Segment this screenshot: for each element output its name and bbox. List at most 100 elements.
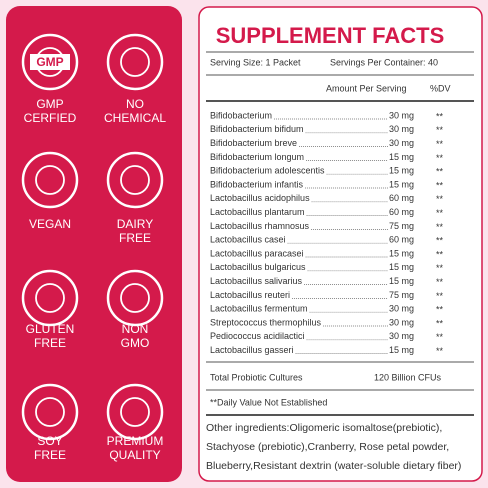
ingredient-dv: ** [436, 332, 444, 342]
other-ingredients: Other ingredients:Oligomeric isomaltose(… [206, 422, 442, 434]
ingredient-name: Lactobacillus paracasei [210, 248, 304, 258]
ingredient-amount: 15 mg [389, 152, 414, 162]
ingredient-name: Bifidobacterium adolescentis [210, 166, 325, 176]
serving-size: Serving Size: 1 Packet [210, 57, 301, 67]
ingredient-name: Streptococcus thermophilus [210, 317, 322, 327]
ingredient-name: Lactobacillus bulgaricus [210, 262, 306, 272]
ingredient-amount: 15 mg [389, 262, 414, 272]
ingredient-dv: ** [436, 125, 444, 135]
badge-icon-inner [120, 165, 150, 195]
ingredient-name: Lactobacillus fermentum [210, 304, 308, 314]
ingredient-amount: 15 mg [389, 276, 414, 286]
ingredient-name: Lactobacillus rhamnosus [210, 221, 310, 231]
badge-label: FREE [119, 231, 151, 245]
total-value: 120 Billion CFUs [374, 372, 442, 382]
ingredient-amount: 30 mg [389, 110, 414, 120]
badge-icon-inner [35, 397, 65, 427]
ingredient-dv: ** [436, 318, 444, 328]
ingredient-amount: 30 mg [389, 124, 414, 134]
ingredient-dv: ** [436, 167, 444, 177]
badge-icon-inner [120, 47, 150, 77]
badge-label: GMO [121, 336, 150, 350]
ingredient-amount: 60 mg [389, 235, 414, 245]
ingredient-amount: 75 mg [389, 221, 414, 231]
other-ingredients: Stachyose (prebiotic),Cranberry, Rose pe… [206, 441, 449, 453]
badge-icon [106, 383, 164, 441]
ingredient-amount: 75 mg [389, 290, 414, 300]
ingredient-amount: 60 mg [389, 193, 414, 203]
badge-label: NON [122, 322, 149, 336]
ingredient-dv: ** [436, 277, 444, 287]
badge-icon [106, 151, 164, 209]
badge-icon-inner [35, 283, 65, 313]
ingredient-dv: ** [436, 263, 444, 273]
badge-icon-inner [120, 397, 150, 427]
servings-per-container: Servings Per Container: 40 [330, 57, 438, 67]
ingredient-name: Lactobacillus plantarum [210, 207, 305, 217]
amount-header: Amount Per Serving [326, 83, 407, 93]
badge-label: CHEMICAL [104, 111, 166, 125]
ingredient-dv: ** [436, 208, 444, 218]
ingredient-amount: 15 mg [389, 179, 414, 189]
dv-header: %DV [430, 83, 451, 93]
ingredient-name: Bifidobacterium [210, 110, 272, 120]
badge-icon-text: GMP [36, 55, 63, 69]
badge-label: FREE [34, 448, 66, 462]
ingredient-dv: ** [436, 305, 444, 315]
badge-label: QUALITY [109, 448, 160, 462]
badge-label: PREMIUM [107, 434, 164, 448]
badge-label: VEGAN [29, 217, 71, 231]
ingredient-name: Lactobacillus gasseri [210, 345, 294, 355]
ingredient-dv: ** [436, 236, 444, 246]
ingredient-amount: 60 mg [389, 207, 414, 217]
ingredient-amount: 30 mg [389, 317, 414, 327]
ingredient-name: Bifidobacterium breve [210, 138, 297, 148]
badge-label: NO [126, 97, 144, 111]
ingredient-name: Pediococcus acidilactici [210, 331, 305, 341]
ingredient-dv: ** [436, 139, 444, 149]
footnote: **Daily Value Not Established [210, 397, 327, 407]
ingredient-name: Lactobacillus reuteri [210, 290, 290, 300]
badge-icon [21, 383, 79, 441]
badge-label: GMP [36, 97, 63, 111]
total-label: Total Probiotic Cultures [210, 372, 303, 382]
badge-icon [21, 269, 79, 327]
facts-title: SUPPLEMENT FACTS [216, 23, 445, 48]
badge-label: CERFIED [24, 111, 77, 125]
badge-icon [106, 33, 164, 91]
ingredient-dv: ** [436, 249, 444, 259]
ingredient-dv: ** [436, 180, 444, 190]
ingredient-dv: ** [436, 153, 444, 163]
ingredient-dv: ** [436, 111, 444, 121]
badge-label: SOY [37, 434, 62, 448]
ingredient-name: Bifidobacterium longum [210, 152, 304, 162]
ingredient-amount: 30 mg [389, 331, 414, 341]
badge-icon [21, 151, 79, 209]
ingredient-amount: 15 mg [389, 345, 414, 355]
badge-label: FREE [34, 336, 66, 350]
badge-panel [6, 6, 182, 482]
badge-label: GLUTEN [26, 322, 75, 336]
ingredient-name: Lactobacillus salivarius [210, 276, 303, 286]
badge-icon-inner [35, 165, 65, 195]
ingredient-dv: ** [436, 194, 444, 204]
other-ingredients: Blueberry,Resistant dextrin (water-solub… [206, 460, 461, 472]
badge-label: DAIRY [117, 217, 153, 231]
ingredient-name: Lactobacillus casei [210, 235, 286, 245]
ingredient-amount: 15 mg [389, 166, 414, 176]
ingredient-name: Bifidobacterium bifidum [210, 124, 304, 134]
ingredient-dv: ** [436, 222, 444, 232]
badge-icon-inner [120, 283, 150, 313]
ingredient-amount: 15 mg [389, 248, 414, 258]
ingredient-dv: ** [436, 291, 444, 301]
ingredient-amount: 30 mg [389, 138, 414, 148]
ingredient-name: Lactobacillus acidophilus [210, 193, 310, 203]
ingredient-dv: ** [436, 346, 444, 356]
ingredient-name: Bifidobacterium infantis [210, 179, 304, 189]
badge-icon [21, 33, 79, 91]
badge-icon-band [30, 54, 70, 70]
badge-icon [106, 269, 164, 327]
ingredient-amount: 30 mg [389, 304, 414, 314]
